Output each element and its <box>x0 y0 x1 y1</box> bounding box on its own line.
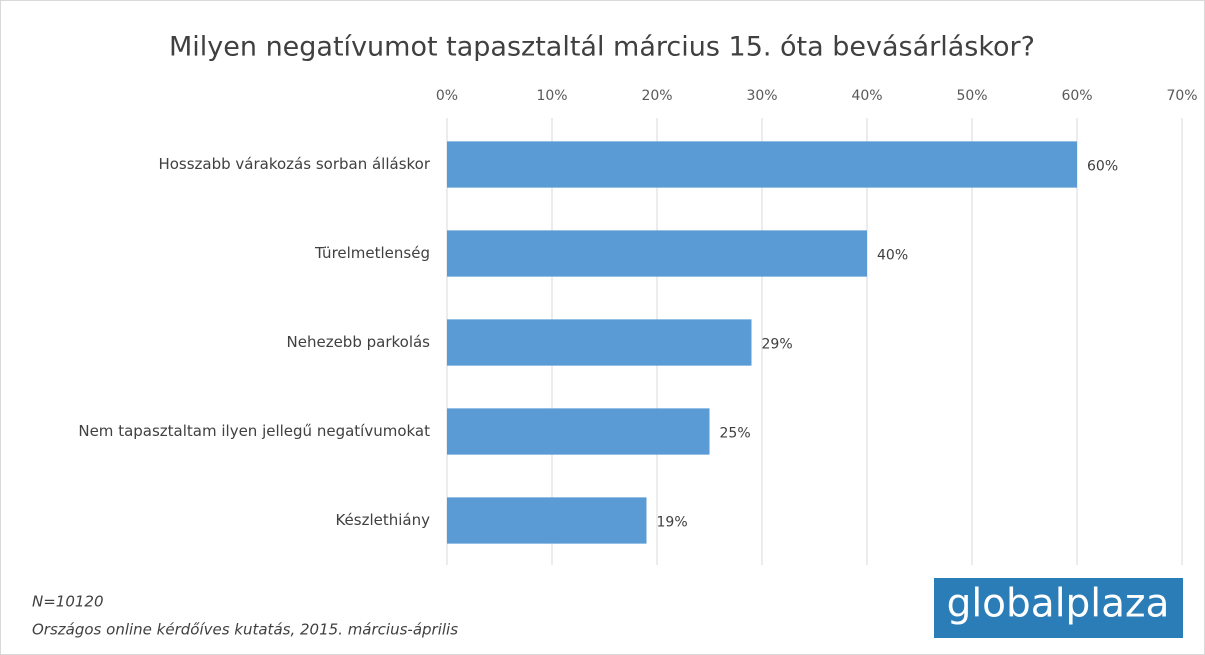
bar <box>447 408 710 455</box>
chart-title: Milyen negatívumot tapasztaltál március … <box>169 32 1035 63</box>
value-label: 25% <box>720 426 751 442</box>
y-tick-label: Nehezebb parkolás <box>287 333 431 351</box>
value-label: 29% <box>762 337 793 353</box>
x-tick-label: 50% <box>956 88 987 104</box>
bar <box>447 319 752 366</box>
value-label: 40% <box>877 248 908 264</box>
note: Országos online kérdőíves kutatás, 2015.… <box>32 621 458 639</box>
y-tick-label: Hosszabb várakozás sorban álláskor <box>158 155 430 173</box>
x-tick-label: 10% <box>536 88 567 104</box>
x-tick-label: 70% <box>1166 88 1197 104</box>
value-label: 19% <box>657 515 688 531</box>
x-tick-label: 20% <box>641 88 672 104</box>
value-label: 60% <box>1087 159 1118 175</box>
logo-box <box>934 578 1183 638</box>
bar <box>447 497 647 544</box>
logo: globalplaza <box>947 582 1170 627</box>
x-tick-label: 60% <box>1061 88 1092 104</box>
y-tick-label: Készlethiány <box>335 511 430 529</box>
y-tick-label: Türelmetlenség <box>314 244 430 262</box>
y-tick-label: Nem tapasztaltam ilyen jellegű negatívum… <box>78 422 430 440</box>
x-tick-label: 0% <box>436 88 458 104</box>
bar <box>447 141 1077 188</box>
x-tick-label: 30% <box>746 88 777 104</box>
note: N=10120 <box>32 593 104 611</box>
bar <box>447 230 867 277</box>
x-tick-label: 40% <box>851 88 882 104</box>
